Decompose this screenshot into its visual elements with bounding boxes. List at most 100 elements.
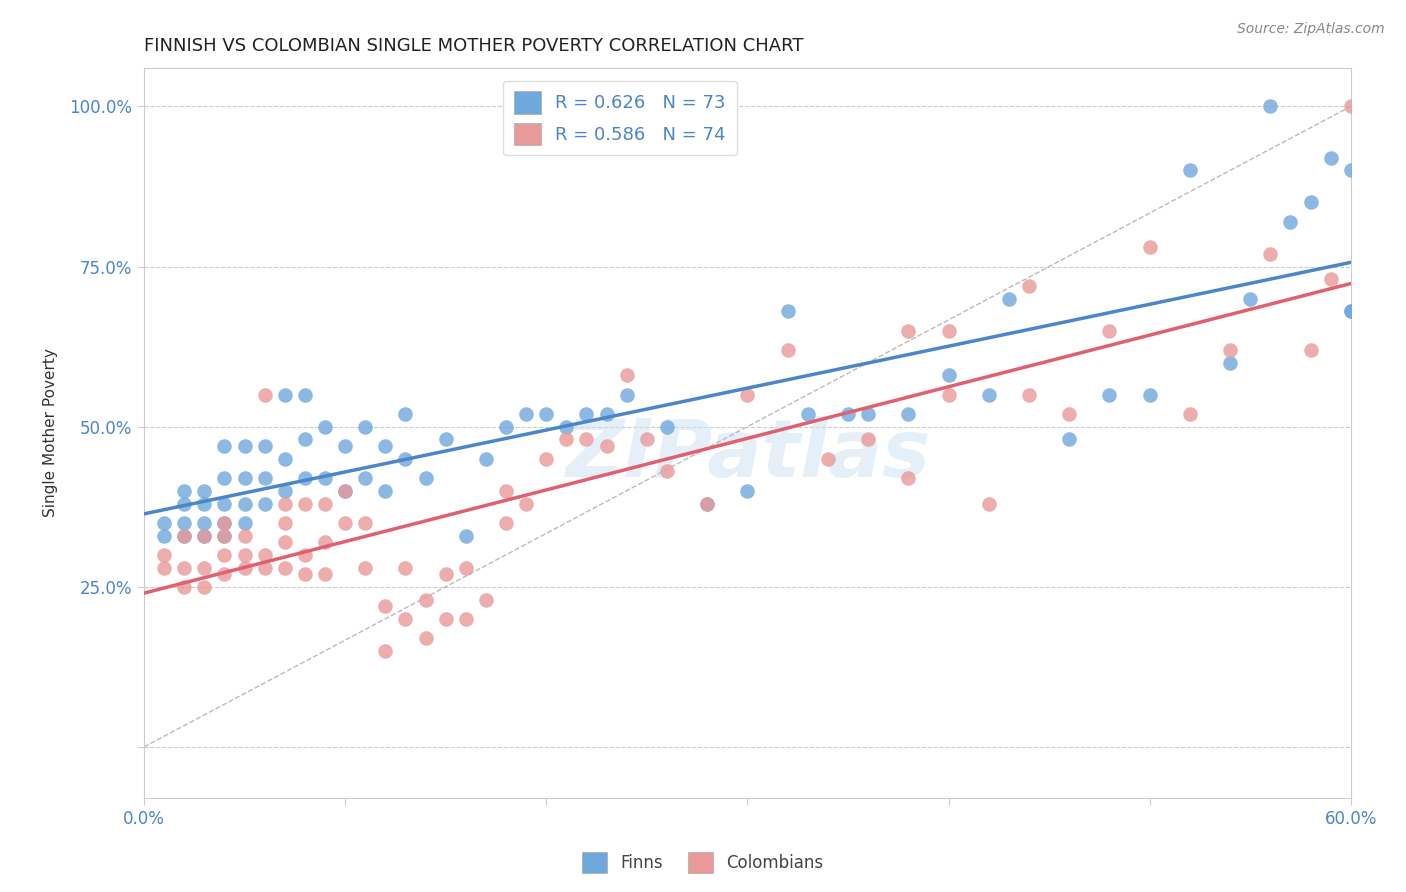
Point [274, 560, 297, 574]
Point [696, 496, 718, 510]
Point [253, 387, 276, 401]
Point [616, 387, 638, 401]
Point [454, 560, 477, 574]
Point [173, 560, 195, 574]
Point [294, 387, 316, 401]
Point [274, 496, 297, 510]
Point [294, 566, 316, 581]
Point [475, 451, 498, 466]
Point [434, 433, 457, 447]
Point [998, 292, 1021, 306]
Point [173, 528, 195, 542]
Point [1057, 407, 1080, 421]
Legend: R = 0.626   N = 73, R = 0.586   N = 74: R = 0.626 N = 73, R = 0.586 N = 74 [503, 80, 737, 155]
Point [214, 439, 236, 453]
Point [274, 451, 297, 466]
Point [434, 612, 457, 626]
Point [575, 407, 598, 421]
Point [214, 548, 236, 562]
Point [475, 592, 498, 607]
Point [415, 471, 437, 485]
Point [515, 407, 537, 421]
Point [253, 439, 276, 453]
Point [776, 343, 799, 357]
Text: Source: ZipAtlas.com: Source: ZipAtlas.com [1237, 22, 1385, 37]
Point [737, 483, 759, 498]
Point [314, 535, 336, 549]
Point [153, 516, 176, 530]
Point [333, 516, 356, 530]
Y-axis label: Single Mother Poverty: Single Mother Poverty [44, 349, 58, 517]
Point [314, 496, 336, 510]
Point [1139, 387, 1161, 401]
Point [454, 528, 477, 542]
Point [394, 560, 416, 574]
Point [214, 496, 236, 510]
Point [1057, 433, 1080, 447]
Point [233, 548, 256, 562]
Point [1219, 355, 1241, 369]
Point [333, 439, 356, 453]
Point [294, 433, 316, 447]
Point [1340, 304, 1362, 318]
Point [776, 304, 799, 318]
Point [737, 387, 759, 401]
Point [153, 528, 176, 542]
Point [1279, 215, 1302, 229]
Point [1239, 292, 1261, 306]
Point [495, 483, 517, 498]
Point [1098, 387, 1121, 401]
Point [1018, 387, 1040, 401]
Point [555, 419, 578, 434]
Point [173, 483, 195, 498]
Point [333, 483, 356, 498]
Point [214, 528, 236, 542]
Point [214, 528, 236, 542]
Point [897, 324, 920, 338]
Point [655, 419, 678, 434]
Point [193, 528, 215, 542]
Point [274, 535, 297, 549]
Point [173, 528, 195, 542]
Point [1219, 343, 1241, 357]
Point [1178, 407, 1201, 421]
Point [354, 471, 377, 485]
Point [616, 368, 638, 383]
Point [434, 566, 457, 581]
Point [214, 471, 236, 485]
Point [1258, 99, 1281, 113]
Point [856, 433, 879, 447]
Legend: Finns, Colombians: Finns, Colombians [575, 846, 831, 880]
Point [193, 560, 215, 574]
Point [294, 496, 316, 510]
Point [354, 560, 377, 574]
Point [153, 560, 176, 574]
Point [294, 548, 316, 562]
Point [394, 451, 416, 466]
Point [1340, 304, 1362, 318]
Point [938, 368, 960, 383]
Point [856, 407, 879, 421]
Point [1319, 272, 1341, 286]
Point [796, 407, 818, 421]
Point [696, 496, 718, 510]
Point [897, 471, 920, 485]
Point [1258, 246, 1281, 260]
Point [1018, 278, 1040, 293]
Point [214, 516, 236, 530]
Point [173, 496, 195, 510]
Point [193, 483, 215, 498]
Point [1340, 99, 1362, 113]
Point [575, 433, 598, 447]
Point [354, 419, 377, 434]
Point [1139, 240, 1161, 254]
Point [314, 566, 336, 581]
Point [314, 419, 336, 434]
Point [173, 516, 195, 530]
Point [193, 580, 215, 594]
Point [1098, 324, 1121, 338]
Point [354, 516, 377, 530]
Point [536, 407, 558, 421]
Point [595, 407, 617, 421]
Point [536, 451, 558, 466]
